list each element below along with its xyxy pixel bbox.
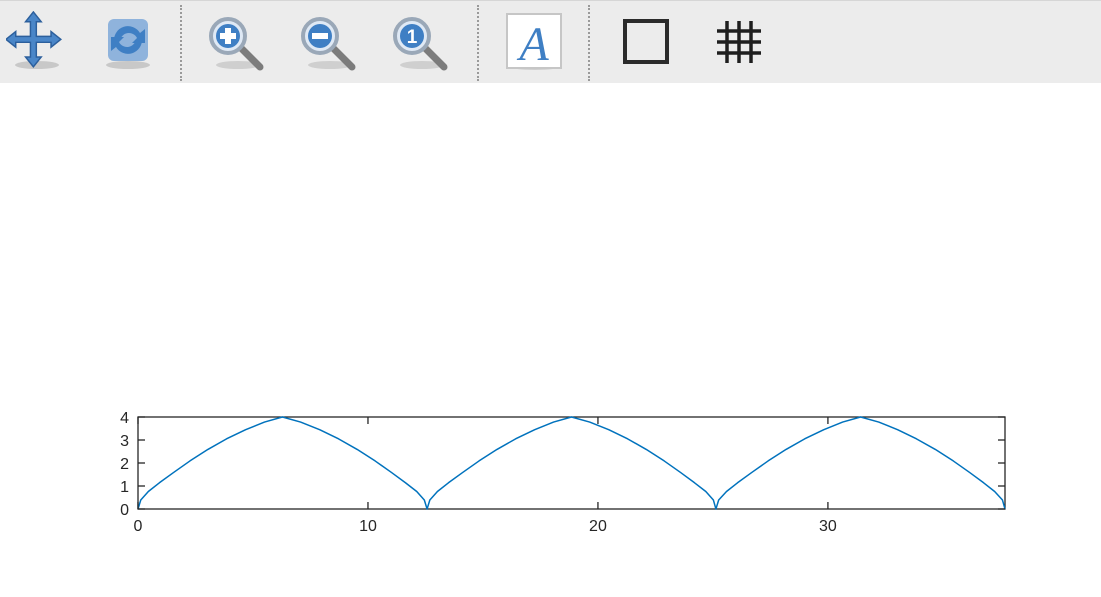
x-tick-label: 10 [359, 518, 377, 535]
zoom-out-button[interactable] [294, 9, 358, 75]
line-chart[interactable]: 0 10 20 30 0 1 2 3 4 [0, 83, 1101, 597]
toolbar-separator [477, 5, 479, 81]
y-tick-label: 4 [120, 410, 129, 427]
box-toggle-button[interactable] [614, 9, 678, 75]
rotate-button[interactable] [94, 9, 158, 75]
zoom-in-button[interactable] [202, 9, 266, 75]
zoom-reset-button[interactable]: 1 [386, 9, 450, 75]
pan-button[interactable] [2, 9, 66, 75]
text-tool-icon: A [506, 13, 562, 71]
toolbar-separator [180, 5, 182, 81]
text-tool-label: A [516, 18, 549, 71]
x-tick-label: 30 [819, 518, 837, 535]
zoom-in-icon [209, 17, 264, 71]
grid-toggle-icon [717, 21, 761, 63]
y-tick-label: 3 [120, 433, 129, 450]
text-tool-button[interactable]: A [501, 9, 565, 75]
zoom-out-icon [301, 17, 356, 71]
zoom-reset-icon: 1 [393, 17, 448, 71]
zoom-reset-label: 1 [407, 27, 418, 48]
y-tick-label: 0 [120, 502, 129, 519]
y-tick-label: 1 [120, 479, 129, 496]
plot-area: 0 10 20 30 0 1 2 3 4 [0, 83, 1101, 597]
axes [137, 416, 1006, 510]
series-layer [137, 416, 1006, 510]
figure-toolbar: 1 A [0, 0, 1101, 83]
toolbar-separator [588, 5, 590, 81]
box-toggle-icon [623, 19, 669, 64]
pan-arrows-icon [6, 11, 62, 69]
series-line-1 [137, 416, 1006, 510]
grid-toggle-button[interactable] [707, 9, 771, 75]
x-tick-label: 0 [134, 518, 143, 535]
y-tick-label: 2 [120, 456, 129, 473]
axes-box [137, 416, 1006, 510]
ticks-layer: 0 10 20 30 0 1 2 3 4 [120, 410, 1005, 535]
x-tick-label: 20 [589, 518, 607, 535]
rotate-arrows-icon [106, 19, 150, 69]
